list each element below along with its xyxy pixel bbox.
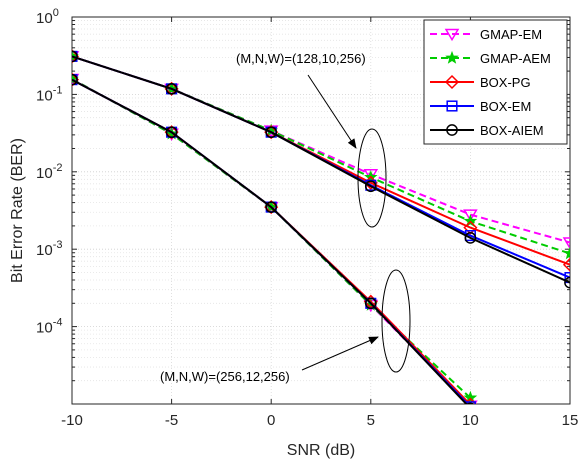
x-tick-label: 5	[367, 412, 375, 429]
x-tick-label: -10	[61, 412, 83, 429]
legend-item-box-aiem: BOX-AIEM	[430, 123, 544, 138]
y-tick-label: 10-1	[36, 84, 62, 104]
legend-item-gmap-em: GMAP-EM	[430, 27, 542, 42]
annotation-ellipse	[381, 269, 411, 373]
legend: GMAP-EM GMAP-AEM BOX-PG BOX-EM BOX-AIEM	[423, 19, 568, 145]
y-tick-label: 100	[36, 7, 59, 27]
x-tick-label: 0	[267, 412, 275, 429]
legend-label: GMAP-AEM	[480, 51, 551, 66]
legend-label: BOX-AIEM	[480, 123, 544, 138]
marker-circle	[446, 124, 458, 136]
series-box-aiem	[72, 50, 570, 404]
y-tick-label: 10-3	[36, 239, 62, 259]
x-axis-label: SNR (dB)	[287, 442, 355, 459]
plot-area	[71, 16, 571, 405]
marker-square	[446, 100, 458, 112]
y-tick-label: 10-4	[36, 317, 62, 337]
legend-item-gmap-aem: GMAP-AEM	[430, 50, 551, 66]
annotations: (M,N,W)=(128,10,256) (M,N,W)=(256,12,256)	[160, 51, 411, 384]
y-tick-label: 10-2	[36, 162, 62, 182]
marker-square	[464, 401, 476, 404]
x-tick-label: -5	[165, 412, 178, 429]
marker-circle	[564, 276, 570, 289]
annotation-label: (M,N,W)=(256,12,256)	[160, 369, 290, 384]
annotation-label: (M,N,W)=(128,10,256)	[236, 51, 366, 66]
marker-triangle-down	[562, 237, 570, 250]
x-tick-label: 15	[562, 412, 579, 429]
marker-star	[563, 246, 570, 260]
marker-square	[564, 272, 570, 284]
series-line	[72, 55, 570, 255]
marker-circle	[265, 126, 278, 139]
axis-ticks: -10 -5 0 5 10 15 100 10-1 10-2 10-3 10-4	[36, 7, 578, 429]
marker-triangle-down	[444, 28, 460, 42]
marker-triangle-down	[463, 400, 478, 404]
marker-circle	[464, 232, 477, 244]
marker-circle	[466, 402, 475, 404]
legend-item-box-pg: BOX-PG	[430, 74, 531, 90]
series-layer	[72, 49, 570, 404]
annotation-arrow	[301, 336, 379, 371]
marker-diamond	[463, 220, 478, 235]
marker-circle	[165, 126, 178, 139]
legend-label: BOX-EM	[480, 99, 531, 114]
marker-diamond	[562, 257, 570, 272]
marker-star	[463, 390, 478, 404]
marker-circle	[364, 297, 377, 310]
x-tick-label: 10	[462, 412, 479, 429]
legend-item-box-em: BOX-EM	[430, 99, 531, 114]
series-line	[72, 55, 570, 244]
marker-circle	[72, 50, 78, 63]
marker-circle	[72, 73, 78, 86]
legend-label: BOX-PG	[480, 75, 531, 90]
marker-circle	[165, 82, 178, 95]
y-axis-label: Bit Error Rate (BER)	[9, 138, 26, 283]
legend-label: GMAP-EM	[480, 27, 542, 42]
annotation-arrow	[307, 74, 357, 149]
series-line	[72, 55, 570, 284]
grid	[71, 17, 571, 405]
annotation-ellipse	[357, 128, 387, 228]
marker-diamond	[444, 74, 460, 90]
marker-triangle-down	[363, 168, 379, 182]
marker-star	[445, 50, 459, 64]
marker-triangle-down	[463, 209, 478, 222]
marker-circle	[364, 180, 377, 193]
series-line	[72, 78, 468, 404]
marker-circle	[265, 201, 278, 213]
